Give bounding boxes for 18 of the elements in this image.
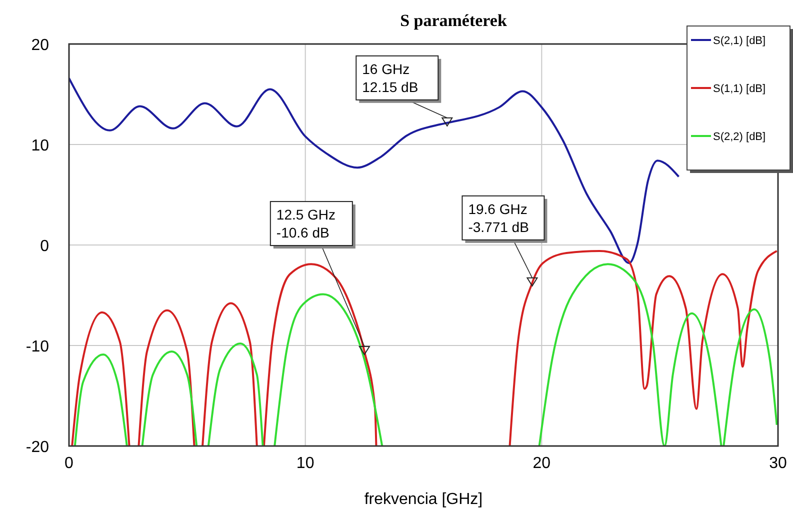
- y-tick-label: 10: [31, 138, 50, 154]
- legend-label: S(1,1) [dB]: [713, 83, 766, 95]
- y-tick-label: 20: [31, 37, 50, 54]
- annotation: 16 GHz 12.15 dB: [362, 60, 418, 95]
- line-series: [69, 77, 680, 264]
- x-tick-label: 30: [769, 455, 787, 472]
- legend-label: S(2,2) [dB]: [713, 131, 766, 143]
- x-tick-label: 20: [532, 455, 551, 472]
- x-tick-label: 10: [296, 455, 314, 472]
- chart-title: S paraméterek: [400, 11, 508, 30]
- annotation: 12.5 GHz -10.6 dB: [276, 206, 336, 241]
- y-tick-label: -20: [26, 439, 50, 456]
- annotation: 19.6 GHz -3.771 dB: [468, 200, 529, 235]
- x-tick-label: 0: [64, 455, 74, 472]
- y-tick-label: -10: [26, 338, 50, 356]
- x-axis-title: frekvencia [GHz]: [364, 491, 483, 508]
- y-tick-label: 0: [40, 238, 50, 255]
- legend-label: S(2,1) [dB]: [713, 35, 766, 47]
